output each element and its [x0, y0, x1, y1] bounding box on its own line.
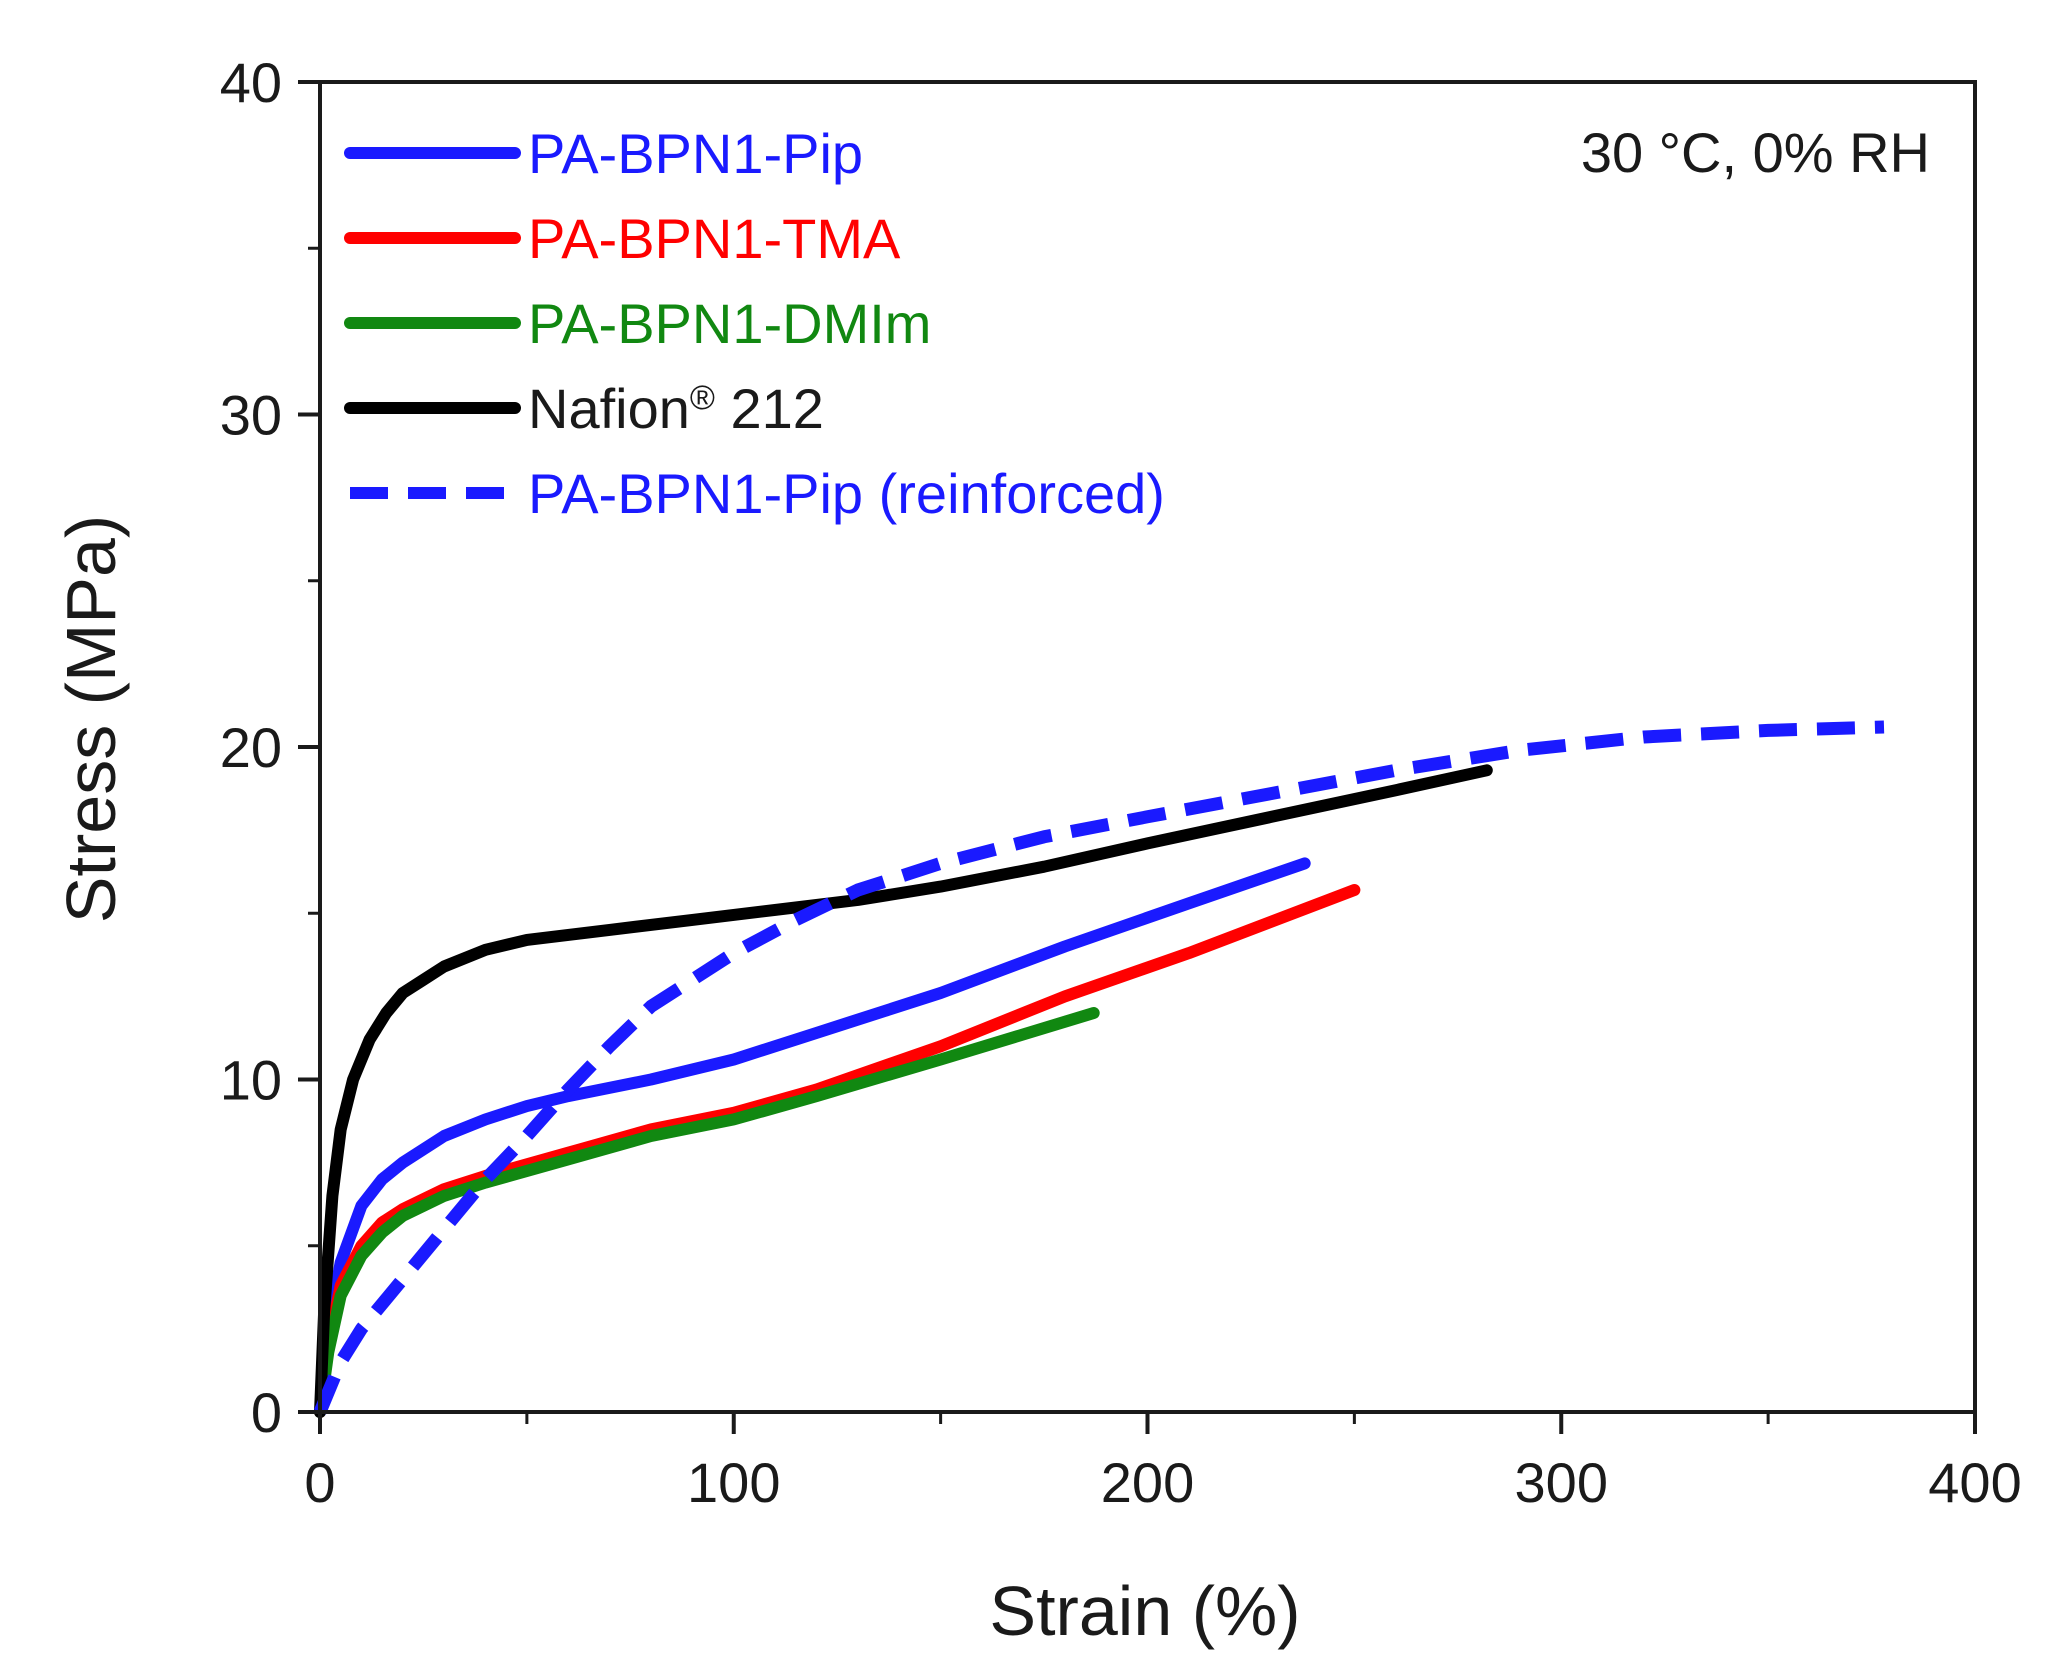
legend: PA-BPN1-Pip PA-BPN1-TMA PA-BPN1-DMIm Nafion…: [344, 122, 1165, 525]
x-tick-label: 0: [304, 1451, 335, 1514]
x-tick-label: 200: [1101, 1451, 1194, 1514]
legend-label-0: PA-BPN1-Pip: [528, 122, 863, 185]
legend-label-1: PA-BPN1-TMA: [528, 207, 901, 270]
legend-label-2: PA-BPN1-DMIm: [528, 292, 931, 355]
conditions-annotation: 30 °C, 0% RH: [1581, 121, 1930, 184]
legend-label-3: Nafion® 212: [528, 377, 824, 440]
plot-frame: [318, 80, 1977, 1414]
x-tick-label: 300: [1515, 1451, 1608, 1514]
y-tick-label: 30: [220, 384, 282, 447]
series-line-4: [313, 720, 1885, 1415]
x-tick-label: 100: [687, 1451, 780, 1514]
y-axis-title: Stress (MPa): [52, 515, 130, 923]
series-line-1: [314, 884, 1361, 1418]
series-layer: [313, 720, 1885, 1418]
y-tick-label: 20: [220, 716, 282, 779]
axes-layer: 0 100 200 300 400 0 10 20 30 40: [220, 51, 2022, 1514]
x-axis-title: Strain (%): [989, 1572, 1300, 1650]
series-line-0: [314, 857, 1311, 1418]
series-line-3: [314, 764, 1493, 1418]
y-tick-label: 40: [220, 51, 282, 114]
y-tick-label: 0: [251, 1381, 282, 1444]
legend-label-4: PA-BPN1-Pip (reinforced): [528, 462, 1165, 525]
series-line-2: [314, 1007, 1100, 1418]
x-tick-label: 400: [1928, 1451, 2021, 1514]
y-tick-label: 10: [220, 1049, 282, 1112]
